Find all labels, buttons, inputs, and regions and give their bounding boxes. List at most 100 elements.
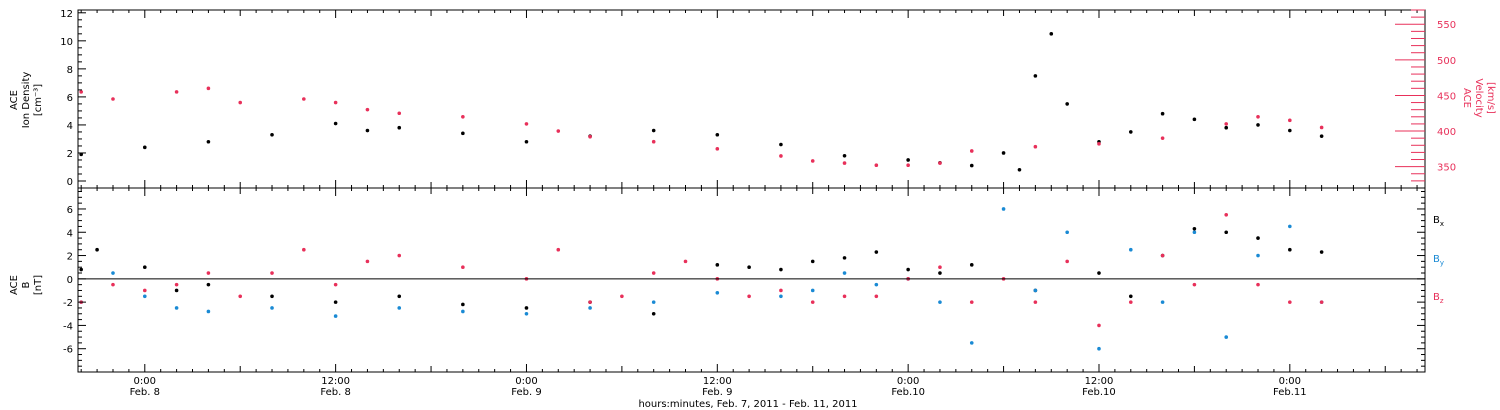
x-axis-title: hours:minutes, Feb. 7, 2011 - Feb. 11, 2… (638, 399, 857, 410)
top-right-ytick-label: 550 (1437, 20, 1456, 31)
bottom-bz-point (620, 294, 624, 299)
bottom-by-point (397, 306, 402, 310)
bottom-by-point (874, 282, 879, 287)
top-left-ylabel-line3: [cm⁻³] (33, 84, 44, 116)
top-red-point (461, 115, 465, 119)
bottom-bz-point (683, 259, 688, 264)
bottom-bz-point (842, 294, 847, 299)
bottom-by-point (1128, 247, 1133, 252)
top-black-point (79, 152, 83, 157)
top-red-point (206, 86, 211, 91)
top-red-point (842, 161, 847, 165)
top-red-point (1319, 125, 1324, 130)
top-left-ylabel-line1: ACE (9, 90, 20, 110)
top-black-point (1033, 74, 1038, 78)
top-black-point (1288, 128, 1292, 133)
bottom-bz-point (397, 253, 402, 258)
top-black-point (333, 121, 338, 126)
top-black-point (461, 131, 465, 136)
top-panel-frame (77, 9, 1426, 189)
bottom-by-point (1192, 230, 1197, 235)
x-tick-time-label: 12:00 (321, 376, 350, 387)
top-red-point (79, 90, 83, 94)
bottom-bz-point (142, 288, 147, 293)
bottom-bz-point (1033, 300, 1038, 304)
bottom-bz-point (206, 271, 211, 275)
top-black-point (1319, 134, 1324, 138)
bottom-bx-point (1128, 294, 1133, 299)
top-black-point (1256, 123, 1260, 127)
top-right-ylabel-line1: ACE (1461, 88, 1472, 108)
x-tick-time-label: 0:00 (897, 376, 919, 387)
x-tick-date-label: Feb. 8 (130, 387, 160, 398)
top-red-point (397, 111, 402, 116)
top-red-point (556, 129, 561, 133)
top-left-ytick-label: 4 (67, 121, 73, 132)
bottom-by-point (461, 309, 465, 314)
bottom-by-point (779, 294, 783, 299)
bottom-by-point (1224, 335, 1229, 339)
top-red-point (651, 139, 656, 144)
top-red-point (969, 149, 974, 153)
x-tick-date-label: Feb. 9 (511, 387, 541, 398)
bottom-by-point (842, 271, 847, 275)
bottom-bz-point (556, 247, 561, 252)
bottom-ytick-label: -6 (63, 345, 73, 356)
bottom-by-point (142, 294, 147, 299)
bottom-by-point (1288, 224, 1292, 229)
bottom-panel-frame (77, 187, 1426, 373)
top-red-point (365, 107, 370, 112)
bottom-ylabel-line3: [nT] (33, 275, 44, 295)
x-tick-time-label: 12:00 (703, 376, 732, 387)
top-black-point (397, 125, 402, 130)
top-red-point (810, 159, 815, 163)
bottom-bz-point (365, 259, 370, 264)
bottom-bx-point (333, 300, 338, 304)
bottom-by-point (1001, 207, 1006, 211)
top-red-point (715, 147, 720, 151)
bottom-bz-point (747, 294, 751, 299)
top-red-point (906, 163, 910, 168)
top-black-point (1192, 117, 1197, 122)
bottom-bz-point (874, 294, 879, 299)
bottom-bx-point (206, 282, 211, 287)
bottom-bz-point (333, 282, 338, 287)
legend-bz: Bz (1433, 292, 1444, 305)
bottom-by-point (810, 288, 815, 293)
bottom-bx-point (174, 288, 179, 293)
top-red-point (588, 134, 592, 139)
bottom-by-point (651, 300, 656, 304)
top-right-ytick-label: 450 (1437, 91, 1456, 102)
bottom-bx-point (810, 259, 815, 264)
bottom-by-point (1097, 346, 1101, 351)
x-tick-time-label: 12:00 (1085, 376, 1114, 387)
x-tick-date-label: Feb.11 (1273, 387, 1307, 398)
bottom-by-point (1256, 253, 1260, 258)
bottom-by-point (206, 309, 211, 314)
bottom-bz-point (810, 300, 815, 304)
bottom-by-point (1033, 288, 1038, 293)
bottom-bx-point (1224, 230, 1229, 235)
x-tick-time-label: 0:00 (134, 376, 156, 387)
top-black-point (1224, 125, 1229, 130)
bottom-bz-point (588, 300, 592, 304)
bottom-bz-point (1097, 323, 1101, 328)
top-right-ylabel-line3: [km/s] (1485, 82, 1496, 114)
bottom-bx-point (1288, 247, 1292, 252)
bottom-bx-point (461, 302, 465, 307)
bottom-by-point (588, 306, 592, 310)
bottom-ytick-label: -2 (63, 298, 73, 309)
bottom-bz-point (238, 294, 243, 299)
bottom-bz-point (111, 282, 115, 287)
top-right-ytick-label: 400 (1437, 127, 1456, 138)
top-left-ytick-label: 0 (67, 177, 73, 188)
bottom-bz-point (779, 288, 783, 293)
bottom-bx-point (95, 247, 99, 252)
bottom-by-point (174, 306, 179, 310)
bottom-bx-point (747, 265, 751, 269)
bottom-bx-point (906, 267, 910, 272)
top-red-point (174, 90, 179, 94)
top-black-point (142, 145, 147, 150)
top-black-point (206, 139, 211, 144)
bottom-ytick-label: 2 (67, 252, 73, 263)
